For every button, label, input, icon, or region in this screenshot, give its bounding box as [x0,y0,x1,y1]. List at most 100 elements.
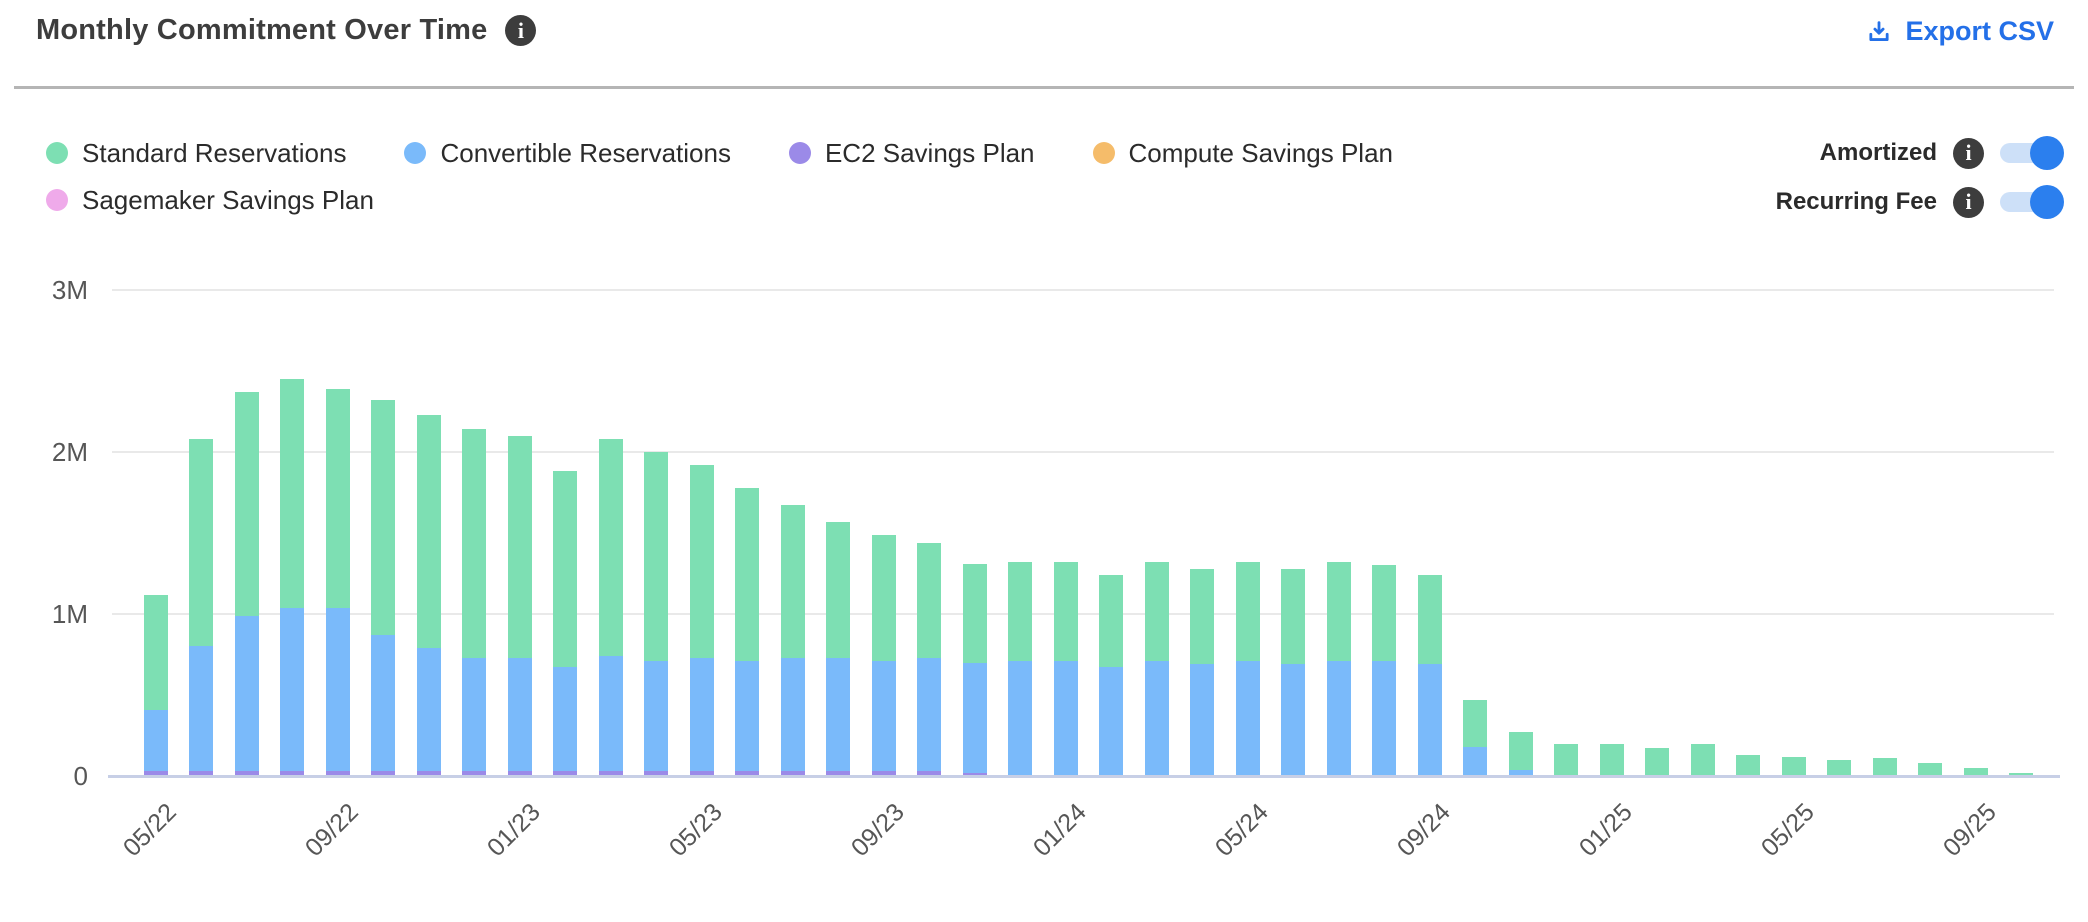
bar-segment-08-22-standard-reservations[interactable] [280,379,305,608]
bar-segment-08-24-convertible-reservations[interactable] [1372,660,1397,776]
bar-segment-05-24-standard-reservations[interactable] [1235,562,1260,661]
bar-segment-11-22-standard-reservations[interactable] [416,414,441,648]
bar-segment-10-23-standard-reservations[interactable] [917,542,942,658]
bar-segment-09-23-ec2-savings-plan[interactable] [871,771,896,776]
bar-segment-12-23-convertible-reservations[interactable] [1008,660,1033,776]
bar-segment-05-25-standard-reservations[interactable] [1781,756,1806,776]
bar-segment-10-25-standard-reservations[interactable] [2009,772,2034,776]
bar-segment-05-22-standard-reservations[interactable] [143,594,168,710]
bar-segment-10-23-convertible-reservations[interactable] [917,657,942,772]
bar-segment-04-23-ec2-savings-plan[interactable] [644,771,669,776]
bar-segment-07-22-ec2-savings-plan[interactable] [234,771,259,776]
bar-segment-11-24-standard-reservations[interactable] [1508,732,1533,770]
bar-segment-04-23-convertible-reservations[interactable] [644,660,669,772]
bar-segment-11-23-standard-reservations[interactable] [962,563,987,663]
amortized-toggle[interactable] [2000,136,2064,170]
bar-segment-06-24-standard-reservations[interactable] [1281,568,1306,665]
bar-segment-02-25-standard-reservations[interactable] [1645,748,1670,776]
bar-segment-05-23-ec2-savings-plan[interactable] [689,771,714,776]
bar-segment-05-22-ec2-savings-plan[interactable] [143,771,168,776]
recurring-fee-toggle[interactable] [2000,185,2064,219]
bar-segment-11-23-convertible-reservations[interactable] [962,662,987,773]
bar-segment-08-23-ec2-savings-plan[interactable] [826,771,851,776]
bar-segment-08-22-ec2-savings-plan[interactable] [280,771,305,776]
bar-segment-11-22-convertible-reservations[interactable] [416,648,441,772]
bar-segment-02-23-ec2-savings-plan[interactable] [553,771,578,776]
bar-segment-09-22-ec2-savings-plan[interactable] [325,771,350,776]
bar-segment-09-23-convertible-reservations[interactable] [871,660,896,772]
bar-segment-04-24-standard-reservations[interactable] [1190,568,1215,665]
bar-segment-12-22-convertible-reservations[interactable] [462,657,487,772]
amortized-info-icon[interactable]: i [1953,137,1984,169]
bar-segment-01-23-ec2-savings-plan[interactable] [507,771,532,776]
export-csv-button[interactable]: Export CSV [1865,16,2054,47]
bar-segment-08-23-convertible-reservations[interactable] [826,657,851,772]
bar-segment-06-24-convertible-reservations[interactable] [1281,664,1306,776]
bar-segment-08-25-standard-reservations[interactable] [1918,763,1943,776]
bar-segment-06-25-standard-reservations[interactable] [1827,759,1852,776]
bar-segment-08-22-convertible-reservations[interactable] [280,607,305,772]
bar-segment-12-22-standard-reservations[interactable] [462,429,487,658]
bar-segment-07-23-convertible-reservations[interactable] [780,657,805,772]
bar-segment-08-24-standard-reservations[interactable] [1372,565,1397,661]
bar-segment-07-22-convertible-reservations[interactable] [234,615,259,772]
bar-segment-03-24-standard-reservations[interactable] [1144,562,1169,661]
legend-item-standard-reservations[interactable]: Standard Reservations [46,138,346,168]
bar-segment-09-25-standard-reservations[interactable] [1963,767,1988,776]
legend-item-convertible-reservations[interactable]: Convertible Reservations [404,138,731,168]
bar-segment-09-22-standard-reservations[interactable] [325,388,350,608]
bar-segment-10-23-ec2-savings-plan[interactable] [917,771,942,776]
bar-segment-07-23-standard-reservations[interactable] [780,505,805,658]
legend-item-compute-savings-plan[interactable]: Compute Savings Plan [1092,138,1393,168]
bar-segment-02-23-convertible-reservations[interactable] [553,667,578,772]
bar-segment-06-23-ec2-savings-plan[interactable] [735,771,760,776]
bar-segment-01-24-standard-reservations[interactable] [1053,562,1078,661]
bar-segment-05-24-convertible-reservations[interactable] [1235,660,1260,776]
bar-segment-10-22-convertible-reservations[interactable] [371,635,396,772]
bar-segment-09-24-convertible-reservations[interactable] [1417,664,1442,776]
bar-segment-07-24-convertible-reservations[interactable] [1326,660,1351,776]
bar-segment-06-22-standard-reservations[interactable] [189,439,214,647]
title-info-icon[interactable]: i [505,15,537,46]
bar-segment-02-24-convertible-reservations[interactable] [1099,667,1124,776]
bar-segment-12-24-standard-reservations[interactable] [1554,743,1579,776]
bar-segment-04-25-standard-reservations[interactable] [1736,754,1761,776]
bar-segment-12-23-standard-reservations[interactable] [1008,562,1033,661]
bar-segment-10-22-standard-reservations[interactable] [371,400,396,636]
bar-segment-10-24-convertible-reservations[interactable] [1463,746,1488,776]
bar-segment-01-23-convertible-reservations[interactable] [507,657,532,772]
bar-segment-08-23-standard-reservations[interactable] [826,521,851,658]
bar-segment-09-22-convertible-reservations[interactable] [325,607,350,772]
bar-segment-07-23-ec2-savings-plan[interactable] [780,771,805,776]
bar-segment-03-25-standard-reservations[interactable] [1690,743,1715,776]
bar-segment-03-24-convertible-reservations[interactable] [1144,660,1169,776]
bar-segment-12-22-ec2-savings-plan[interactable] [462,771,487,776]
bar-segment-05-23-convertible-reservations[interactable] [689,657,714,772]
bar-segment-01-23-standard-reservations[interactable] [507,435,532,658]
bar-segment-01-25-standard-reservations[interactable] [1599,743,1624,776]
bar-segment-02-23-standard-reservations[interactable] [553,471,578,668]
bar-segment-05-23-standard-reservations[interactable] [689,464,714,658]
bar-segment-11-22-ec2-savings-plan[interactable] [416,771,441,776]
bar-segment-09-24-standard-reservations[interactable] [1417,575,1442,665]
bar-segment-06-22-ec2-savings-plan[interactable] [189,771,214,776]
bar-segment-01-24-convertible-reservations[interactable] [1053,660,1078,776]
recurring-fee-info-icon[interactable]: i [1953,186,1984,218]
bar-segment-05-22-convertible-reservations[interactable] [143,709,168,772]
bar-segment-04-23-standard-reservations[interactable] [644,452,669,661]
bar-segment-06-23-convertible-reservations[interactable] [735,660,760,772]
bar-segment-10-22-ec2-savings-plan[interactable] [371,771,396,776]
bar-segment-03-23-convertible-reservations[interactable] [598,656,623,772]
bar-segment-07-24-standard-reservations[interactable] [1326,562,1351,661]
legend-item-sagemaker-savings-plan[interactable]: Sagemaker Savings Plan [46,185,374,215]
bar-segment-09-23-standard-reservations[interactable] [871,534,896,661]
legend-item-ec2-savings-plan[interactable]: EC2 Savings Plan [788,138,1035,168]
bar-segment-07-25-standard-reservations[interactable] [1872,758,1897,776]
bar-segment-03-23-standard-reservations[interactable] [598,439,623,657]
bar-segment-02-24-standard-reservations[interactable] [1099,575,1124,668]
bar-segment-07-22-standard-reservations[interactable] [234,392,259,616]
bar-segment-11-24-convertible-reservations[interactable] [1508,769,1533,776]
bar-segment-06-22-convertible-reservations[interactable] [189,646,214,772]
bar-segment-11-23-ec2-savings-plan[interactable] [962,772,987,776]
bar-segment-04-24-convertible-reservations[interactable] [1190,664,1215,776]
